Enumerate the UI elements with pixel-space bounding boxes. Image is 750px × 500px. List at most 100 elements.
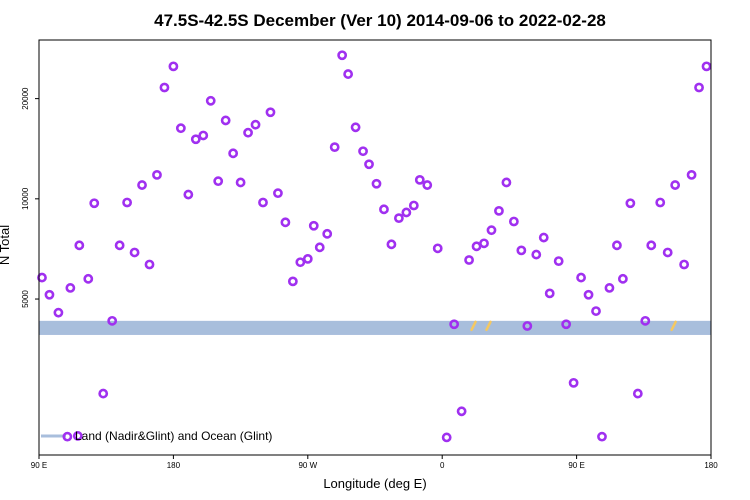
y-tick-label: 5000: [21, 290, 30, 308]
band-mark: [485, 320, 492, 332]
data-point: [414, 174, 425, 185]
plot-frame: [38, 39, 712, 456]
band-mark: [670, 320, 677, 332]
x-tick-label: 90 E: [568, 461, 584, 470]
data-point: [358, 146, 368, 157]
data-point: [220, 115, 231, 126]
data-point: [337, 50, 348, 61]
data-point: [137, 180, 147, 190]
data-point: [37, 272, 47, 283]
data-point: [686, 169, 697, 180]
data-point: [314, 242, 325, 253]
data-point: [393, 213, 404, 224]
data-point: [250, 119, 261, 130]
x-tick-label: 90 W: [298, 461, 317, 470]
coverage-band: [39, 320, 711, 335]
data-point: [379, 204, 389, 215]
data-point: [329, 142, 340, 153]
data-point: [604, 283, 615, 293]
data-point: [670, 180, 681, 190]
data-point: [65, 283, 76, 293]
data-point: [408, 200, 419, 211]
x-tick-label: 90 E: [31, 461, 47, 470]
data-point: [471, 241, 482, 252]
data-point: [701, 61, 712, 72]
data-point: [591, 306, 601, 316]
data-point: [531, 249, 542, 260]
data-point: [364, 159, 374, 170]
band-marks-layer: [470, 320, 677, 332]
x-tick-label: 180: [167, 461, 181, 470]
data-point: [568, 377, 579, 388]
x-axis-label: Longitude (deg E): [323, 476, 426, 491]
data-point: [243, 127, 253, 138]
data-point: [190, 134, 201, 145]
data-point: [632, 388, 643, 399]
x-axis: 90 E 180 90 W 0 90 E 180: [31, 455, 718, 470]
data-point: [625, 198, 636, 209]
data-point: [612, 240, 622, 251]
data-point: [456, 406, 467, 417]
data-point: [501, 177, 512, 188]
data-point: [522, 321, 533, 331]
data-point: [449, 319, 460, 330]
data-point: [640, 315, 651, 326]
data-point: [295, 257, 306, 268]
y-tick-label: 10000: [21, 187, 30, 210]
data-point: [432, 243, 443, 254]
data-point: [287, 276, 298, 287]
data-point: [597, 431, 607, 442]
data-point: [553, 256, 564, 267]
data-point: [371, 178, 382, 189]
data-point: [198, 130, 209, 141]
band-layer: [39, 320, 711, 335]
legend-point: [72, 431, 83, 441]
data-point: [583, 289, 594, 300]
data-point: [561, 319, 572, 330]
data-point: [479, 238, 489, 249]
data-point: [694, 82, 704, 93]
data-point: [235, 177, 246, 188]
data-point: [98, 388, 109, 399]
data-point: [129, 247, 140, 258]
data-point: [508, 216, 519, 227]
data-point: [228, 148, 239, 159]
data-point: [576, 272, 586, 283]
y-tick-label: 20000: [21, 87, 30, 110]
data-points-layer: [37, 50, 712, 443]
data-point: [265, 107, 276, 118]
data-point: [302, 253, 313, 264]
data-point: [144, 259, 155, 270]
data-point: [401, 207, 412, 218]
data-point: [544, 288, 555, 299]
data-point: [122, 197, 133, 208]
data-point: [107, 315, 118, 326]
data-point: [168, 61, 179, 72]
data-point: [516, 245, 527, 256]
data-point: [322, 228, 333, 239]
band-mark: [470, 320, 477, 332]
data-point: [617, 273, 628, 284]
data-point: [538, 232, 549, 243]
data-point: [422, 180, 433, 190]
data-point: [175, 123, 186, 134]
data-point: [83, 273, 94, 284]
y-axis-label: N Total: [0, 225, 12, 265]
legend: Land (Nadir&Glint) and Ocean (Glint): [41, 429, 272, 443]
data-point: [464, 255, 474, 265]
data-point: [441, 432, 452, 443]
data-point: [280, 217, 291, 228]
data-point: [152, 169, 162, 180]
data-point: [350, 122, 361, 133]
data-point: [494, 205, 504, 216]
data-point: [44, 289, 55, 300]
data-point: [386, 239, 397, 250]
y-axis: 5000 10000 20000: [21, 87, 39, 308]
data-point: [89, 198, 100, 209]
data-point: [213, 176, 224, 187]
data-point: [646, 240, 657, 251]
chart-title: 47.5S-42.5S December (Ver 10) 2014-09-06…: [154, 11, 606, 30]
data-point: [273, 188, 283, 199]
legend-point: [62, 431, 73, 442]
